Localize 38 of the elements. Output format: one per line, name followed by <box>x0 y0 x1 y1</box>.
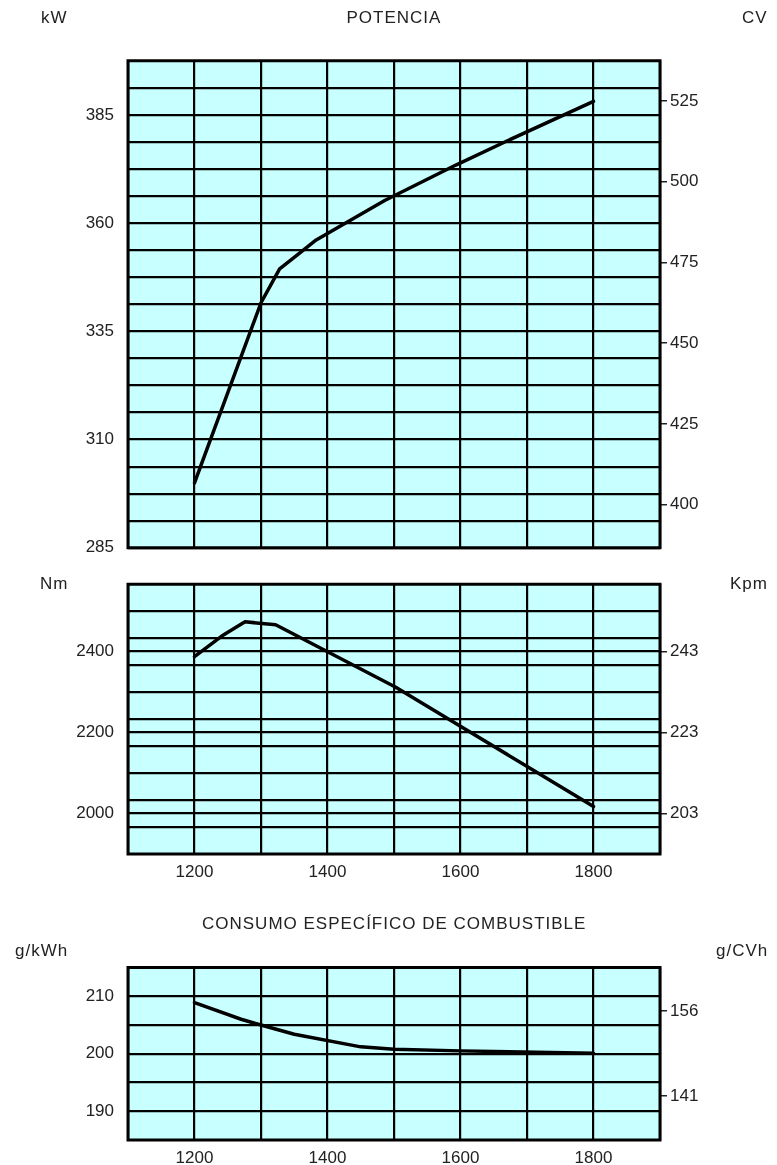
y-tick-label: 285 <box>85 537 114 557</box>
y2-axis-title: CV <box>742 8 768 28</box>
chart-title: CONSUMO ESPECÍFICO DE COMBUSTIBLE <box>202 914 587 934</box>
y-tick-label: 200 <box>85 1043 114 1063</box>
x-tick-label: 1600 <box>441 1147 480 1165</box>
y-tick-label: 385 <box>85 104 114 124</box>
y2-tick-label: 156 <box>670 1000 699 1020</box>
y-tick-label: 2200 <box>76 722 114 742</box>
y2-tick-label: 141 <box>670 1085 699 1105</box>
chart-title: POTENCIA <box>346 8 442 28</box>
y-tick-label: 2400 <box>76 641 114 661</box>
y2-tick-label: 450 <box>670 332 699 352</box>
y-tick-label: 360 <box>85 212 114 232</box>
y2-tick-label: 203 <box>670 803 699 823</box>
y-tick-label: 310 <box>85 429 114 449</box>
y2-tick-label: 243 <box>670 641 699 661</box>
y-tick-label: 190 <box>85 1100 114 1120</box>
x-tick-label: 1800 <box>574 861 613 881</box>
y2-tick-label: 525 <box>670 90 699 110</box>
y2-tick-label: 223 <box>670 722 699 742</box>
y-tick-label: 2000 <box>76 803 114 823</box>
y-tick-label: 210 <box>85 985 114 1005</box>
y2-tick-label: 400 <box>670 494 699 514</box>
y-axis-title: kW <box>41 8 68 28</box>
x-tick-label: 1200 <box>175 861 214 881</box>
y-tick-label: 335 <box>85 321 114 340</box>
y2-axis-title: g/CVh <box>716 941 769 961</box>
x-tick-label: 1800 <box>574 1147 613 1165</box>
y-axis-title: g/kWh <box>15 941 69 961</box>
y2-tick-label: 500 <box>670 171 699 191</box>
x-tick-label: 1400 <box>308 1147 347 1165</box>
y2-tick-label: 475 <box>670 252 699 272</box>
y2-axis-title: Kpm <box>730 574 768 594</box>
x-tick-label: 1200 <box>175 1147 214 1165</box>
x-tick-label: 1400 <box>308 861 347 881</box>
x-tick-label: 1600 <box>441 861 480 881</box>
y-axis-title: Nm <box>40 574 69 594</box>
y2-tick-label: 425 <box>670 413 699 433</box>
